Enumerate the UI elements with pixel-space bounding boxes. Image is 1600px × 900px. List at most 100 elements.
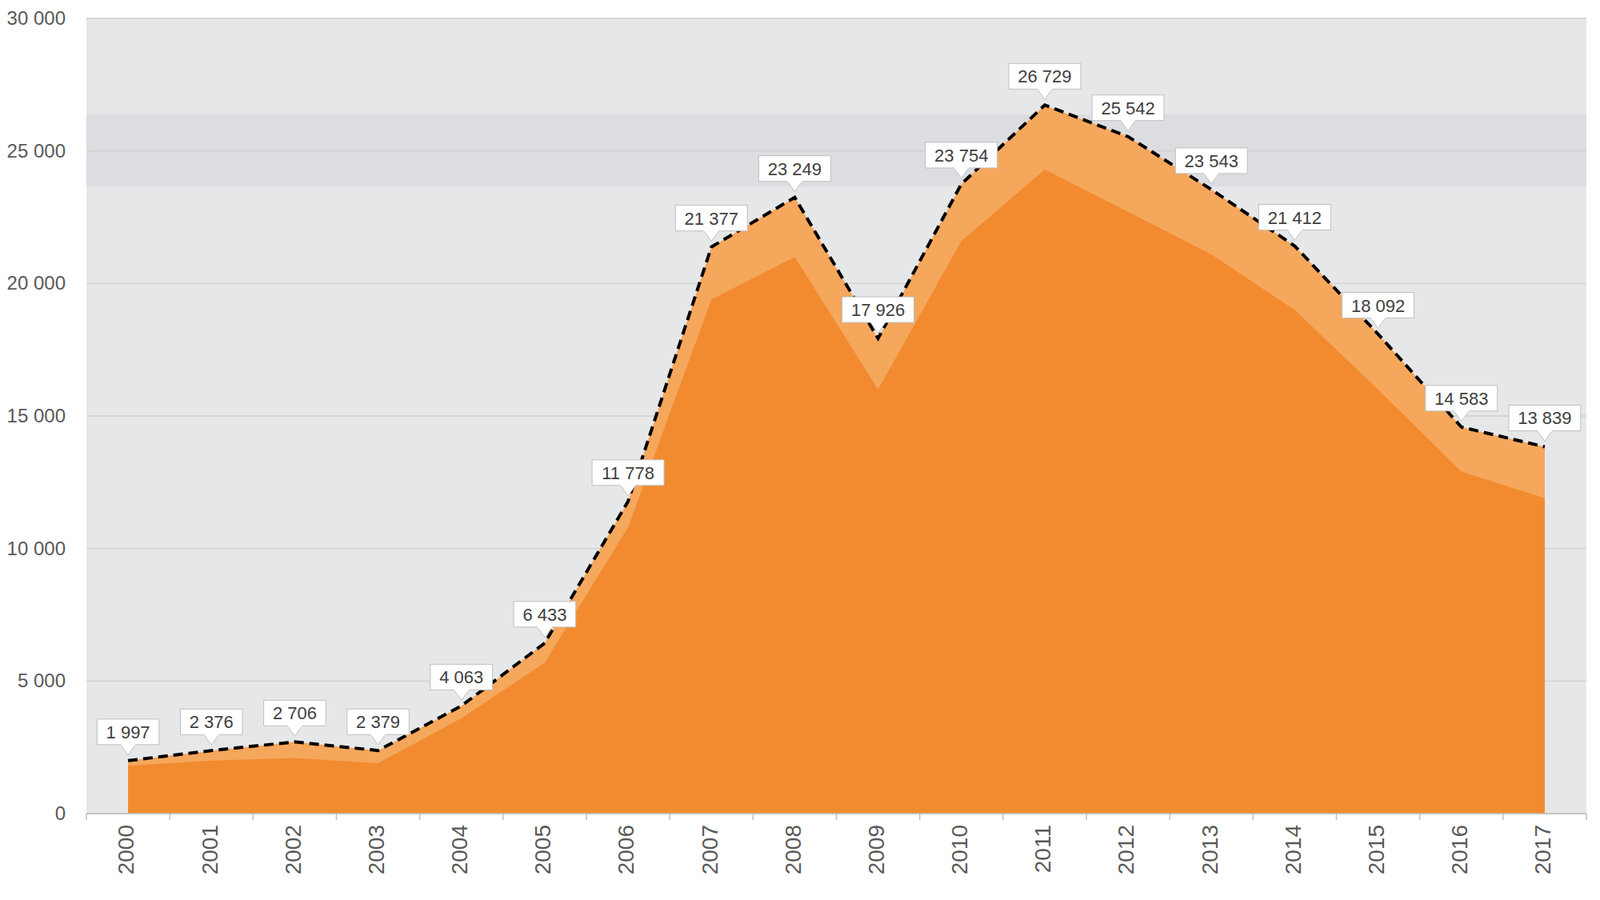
label-box	[1037, 87, 1052, 90]
x-tick	[1336, 813, 1338, 820]
x-tick-label: 2009	[864, 824, 889, 875]
data-label: 17 926	[851, 300, 905, 320]
label-pointer	[1370, 317, 1387, 329]
x-tick	[419, 813, 421, 820]
label-pointer	[1036, 88, 1053, 100]
data-label-group: 23 249	[758, 156, 831, 192]
data-label: 23 249	[768, 159, 822, 180]
x-tick	[585, 813, 588, 820]
area	[128, 104, 1545, 814]
y-tick-label: 10 000	[7, 537, 66, 560]
data-label: 2 379	[356, 712, 400, 732]
data-label-group: 23 543	[1175, 148, 1248, 184]
x-tick-label: 2016	[1447, 824, 1472, 875]
data-label-group: 4 063	[430, 664, 493, 700]
x-tick-label: 2002	[280, 824, 306, 875]
y-tick-label: 25 000	[7, 140, 66, 162]
data-label-group: 14 583	[1425, 385, 1498, 422]
label-box	[537, 625, 552, 628]
x-tick-label: 2017	[1530, 824, 1556, 875]
background	[86, 18, 1587, 814]
x-tick	[1168, 813, 1171, 820]
data-label: 13 839	[1517, 408, 1572, 428]
label-pointer	[453, 688, 470, 700]
label-box	[1342, 292, 1415, 319]
label-box	[675, 205, 748, 232]
data-label-group: 13 839	[1508, 404, 1581, 441]
x-tick	[336, 813, 338, 820]
label-box	[120, 743, 136, 746]
label-pointer	[536, 626, 553, 638]
grid-line	[86, 17, 1587, 19]
label-pointer	[953, 167, 970, 179]
x-tick	[836, 813, 838, 820]
x-tick-label: 2005	[530, 824, 556, 875]
data-label: 21 412	[1268, 208, 1322, 228]
x-tick	[1419, 813, 1421, 820]
x-tick-label: 2010	[947, 824, 972, 875]
data-label: 4 063	[439, 667, 484, 688]
data-label: 23 754	[934, 145, 988, 166]
x-tick	[1585, 813, 1588, 820]
label-box	[1454, 409, 1469, 412]
label-box	[787, 180, 802, 183]
data-label: 18 092	[1351, 296, 1405, 316]
label-box	[1204, 172, 1219, 175]
label-pointer	[1120, 120, 1136, 132]
x-tick	[1085, 813, 1088, 820]
x-tick	[85, 813, 88, 820]
data-label-group: 11 778	[592, 460, 664, 496]
label-box	[1258, 204, 1331, 231]
data-label: 25 542	[1100, 98, 1155, 119]
label-box	[620, 484, 636, 487]
data-label-group: 6 433	[513, 601, 576, 638]
data-label: 26 729	[1017, 66, 1072, 87]
data-label-group: 26 729	[1008, 63, 1081, 100]
label-pointer	[286, 724, 303, 736]
x-tick-label: 2012	[1113, 824, 1139, 875]
label-pointer	[620, 484, 636, 496]
x-tick	[752, 813, 755, 820]
y-tick-label: 5 000	[17, 669, 66, 692]
data-label-group: 2 379	[347, 708, 410, 745]
y-tick-label: 20 000	[7, 272, 66, 294]
label-box	[264, 700, 327, 726]
label-box	[704, 229, 719, 232]
y-tick-label: 30 000	[7, 7, 66, 29]
data-label-group: 21 377	[675, 205, 748, 242]
y-tick-label: 15 000	[7, 404, 66, 427]
label-pointer	[1453, 410, 1470, 422]
x-tick-label: 2013	[1197, 824, 1223, 875]
chart: 05 00010 00015 00020 00025 00030 0002000…	[0, 0, 1600, 900]
x-tick-label: 2001	[197, 824, 223, 875]
data-label: 2 706	[272, 703, 317, 724]
label-box	[842, 296, 915, 323]
label-pointer	[203, 733, 220, 745]
x-tick	[168, 813, 171, 820]
data-label-group: 2 706	[264, 700, 327, 736]
data-label: 2 376	[189, 712, 234, 732]
label-box	[430, 664, 493, 690]
label-box	[454, 688, 469, 691]
x-tick	[252, 813, 255, 820]
x-tick	[502, 813, 504, 820]
x-tick-label: 2008	[780, 824, 806, 875]
label-box	[204, 732, 219, 736]
label-box	[1371, 316, 1386, 320]
label-box	[1120, 119, 1136, 122]
label-box	[592, 460, 664, 486]
label-box	[513, 601, 576, 628]
data-label: 1 997	[106, 722, 151, 743]
label-box	[758, 156, 831, 182]
label-box	[96, 719, 160, 745]
plot	[128, 104, 1545, 814]
label-box	[925, 142, 998, 168]
x-tick-label: 2015	[1364, 824, 1389, 875]
label-box	[1092, 95, 1164, 121]
label-box	[287, 724, 302, 727]
data-label-group: 18 092	[1342, 292, 1415, 329]
data-label: 14 583	[1434, 388, 1488, 409]
label-box	[347, 708, 410, 735]
grid-line	[86, 150, 1587, 152]
data-label: 6 433	[522, 604, 567, 625]
